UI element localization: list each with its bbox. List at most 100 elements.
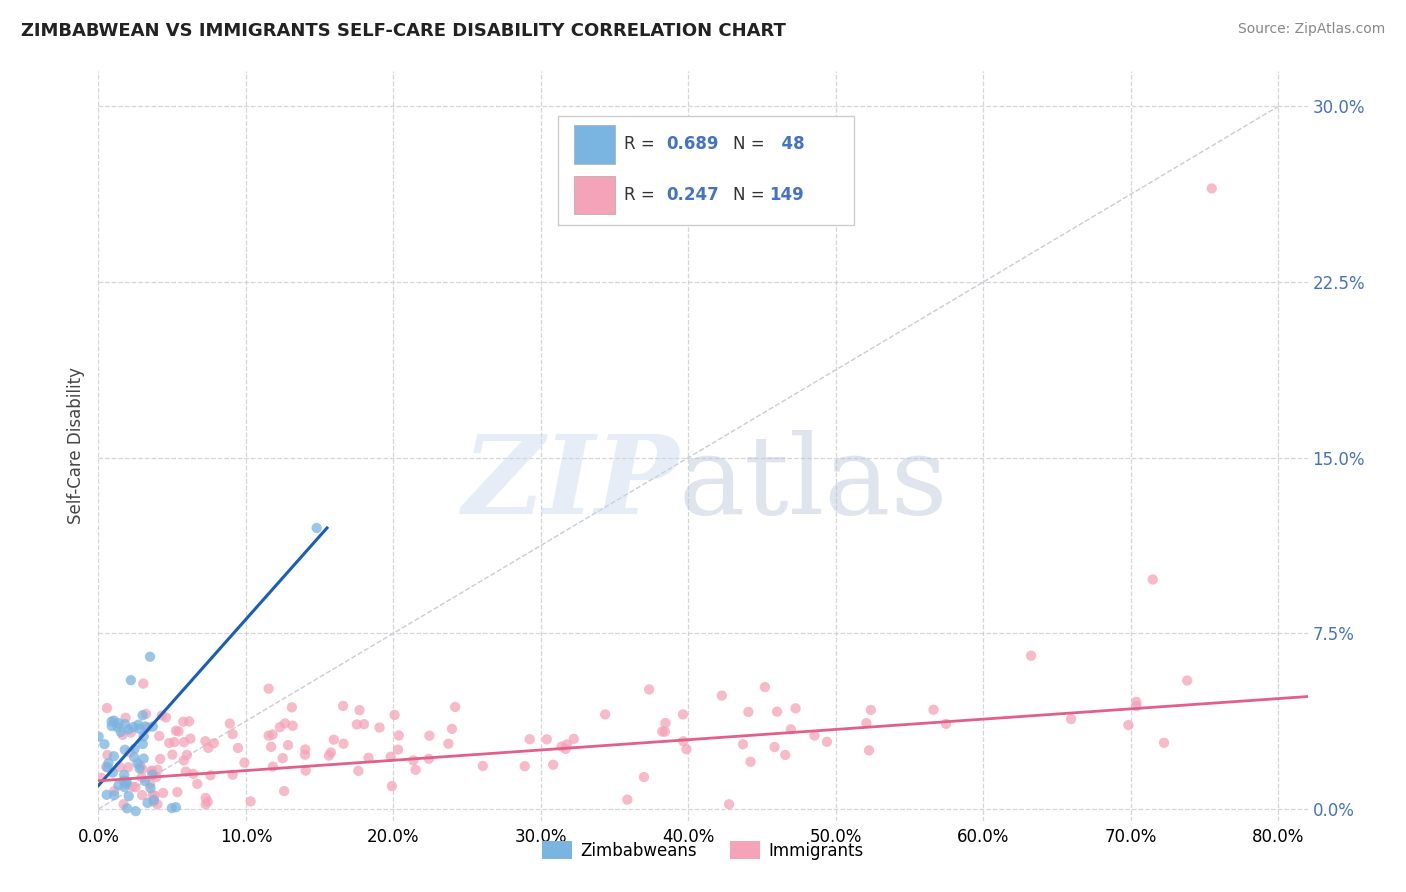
Text: N =: N = (734, 186, 765, 204)
Text: 0.689: 0.689 (666, 135, 720, 153)
Point (740, 755, 762, 769)
Point (318, 748, 340, 763)
Y-axis label: Self-Care Disability: Self-Care Disability (67, 368, 86, 524)
Point (1125, 695, 1147, 709)
Point (718, 797, 741, 812)
Point (194, 797, 217, 812)
Text: R =: R = (624, 135, 661, 153)
Point (120, 745, 142, 759)
Point (172, 714, 194, 729)
Point (418, 729, 440, 743)
Point (710, 689, 733, 703)
Point (262, 727, 284, 741)
Point (368, 721, 391, 735)
Point (1142, 573, 1164, 587)
Point (128, 762, 150, 776)
Text: 0.247: 0.247 (666, 186, 720, 204)
Point (638, 682, 661, 697)
Point (136, 721, 159, 735)
Point (200, 768, 222, 782)
Point (1118, 718, 1140, 732)
Point (150, 708, 173, 723)
Point (1201, 181, 1223, 195)
Point (96, 760, 118, 774)
Point (194, 790, 217, 805)
Point (405, 763, 427, 777)
Point (380, 749, 402, 764)
Point (152, 786, 174, 800)
Point (672, 734, 695, 748)
Point (132, 737, 155, 751)
Point (132, 751, 155, 765)
Point (1175, 673, 1198, 688)
Point (1153, 736, 1175, 750)
Point (418, 752, 440, 766)
Point (162, 747, 184, 762)
Point (554, 742, 576, 756)
Point (855, 716, 877, 731)
Point (163, 735, 186, 749)
Point (134, 774, 156, 789)
Point (111, 728, 134, 742)
Point (274, 716, 297, 731)
Point (555, 737, 578, 751)
Point (114, 743, 136, 757)
Point (135, 706, 157, 721)
Point (922, 703, 945, 717)
Point (349, 703, 371, 717)
Point (96, 701, 118, 715)
Point (107, 716, 129, 731)
Text: N =: N = (734, 135, 765, 153)
Point (129, 758, 152, 772)
Point (766, 705, 789, 719)
Point (347, 764, 370, 778)
Point (139, 777, 162, 791)
Point (935, 716, 957, 731)
Point (281, 700, 304, 714)
Point (763, 740, 786, 755)
Point (181, 767, 204, 781)
Point (141, 764, 163, 779)
Point (194, 734, 217, 748)
Point (859, 703, 882, 717)
Point (103, 749, 125, 764)
Point (654, 716, 676, 731)
Point (322, 732, 344, 747)
Point (541, 757, 564, 772)
Point (87, 730, 110, 744)
Point (402, 753, 425, 767)
Point (332, 737, 354, 751)
Point (197, 795, 219, 809)
Point (134, 719, 156, 733)
Point (353, 717, 375, 731)
Point (675, 742, 697, 756)
Point (737, 705, 759, 719)
Point (437, 737, 460, 751)
Point (1060, 712, 1083, 726)
Point (115, 774, 138, 789)
Point (536, 732, 558, 747)
Point (294, 764, 316, 778)
Text: Source: ZipAtlas.com: Source: ZipAtlas.com (1237, 22, 1385, 37)
Point (114, 717, 136, 731)
Point (103, 784, 125, 798)
Point (562, 731, 585, 746)
Point (141, 764, 163, 778)
Point (120, 673, 142, 688)
Point (145, 770, 167, 784)
Point (277, 738, 299, 752)
Point (202, 736, 225, 750)
Point (127, 756, 149, 771)
Point (166, 785, 188, 799)
Point (357, 751, 380, 765)
Point (114, 711, 136, 725)
Point (100, 714, 122, 729)
Point (444, 700, 467, 714)
Point (593, 707, 616, 722)
Point (262, 759, 284, 773)
Point (107, 778, 129, 792)
Point (173, 735, 195, 749)
Point (122, 750, 145, 764)
Point (136, 796, 159, 810)
Point (96, 788, 118, 802)
